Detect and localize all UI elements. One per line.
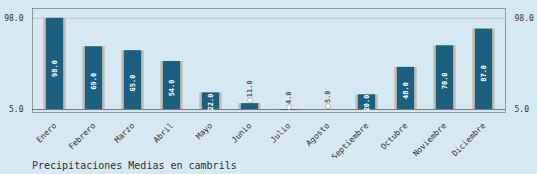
svg-text:70.0: 70.0 [441,72,449,89]
svg-text:Mayo: Mayo [194,121,214,141]
svg-text:87.0: 87.0 [480,65,488,82]
svg-text:65.0: 65.0 [129,75,137,92]
svg-text:Diciembre: Diciembre [450,121,487,158]
svg-text:5.0: 5.0 [324,90,332,103]
svg-text:5.0: 5.0 [515,105,530,114]
svg-text:Abril: Abril [152,121,176,145]
svg-text:69.0: 69.0 [90,73,98,90]
svg-text:22.0: 22.0 [207,94,215,111]
svg-text:98.0: 98.0 [515,14,534,23]
svg-text:5.0: 5.0 [9,105,24,114]
svg-text:98.0: 98.0 [51,60,59,77]
svg-text:4.0: 4.0 [285,91,293,104]
svg-text:11.0: 11.0 [246,80,254,97]
svg-text:48.0: 48.0 [402,82,410,99]
svg-text:Junio: Junio [230,121,254,145]
svg-text:98.0: 98.0 [4,14,23,23]
svg-text:Julio: Julio [269,121,293,145]
svg-text:Agosto: Agosto [304,121,331,148]
svg-text:Febrero: Febrero [67,121,97,151]
svg-text:54.0: 54.0 [168,79,176,96]
svg-text:20.0: 20.0 [363,95,371,112]
svg-text:Septiembre: Septiembre [330,121,371,158]
svg-text:Octubre: Octubre [379,121,409,151]
svg-text:Marzo: Marzo [113,121,137,145]
svg-text:Noviembre: Noviembre [411,121,448,158]
html-text:Precipitaciones Medias en camb: Precipitaciones Medias en cambrils [32,160,237,171]
svg-text:Enero: Enero [35,121,59,145]
